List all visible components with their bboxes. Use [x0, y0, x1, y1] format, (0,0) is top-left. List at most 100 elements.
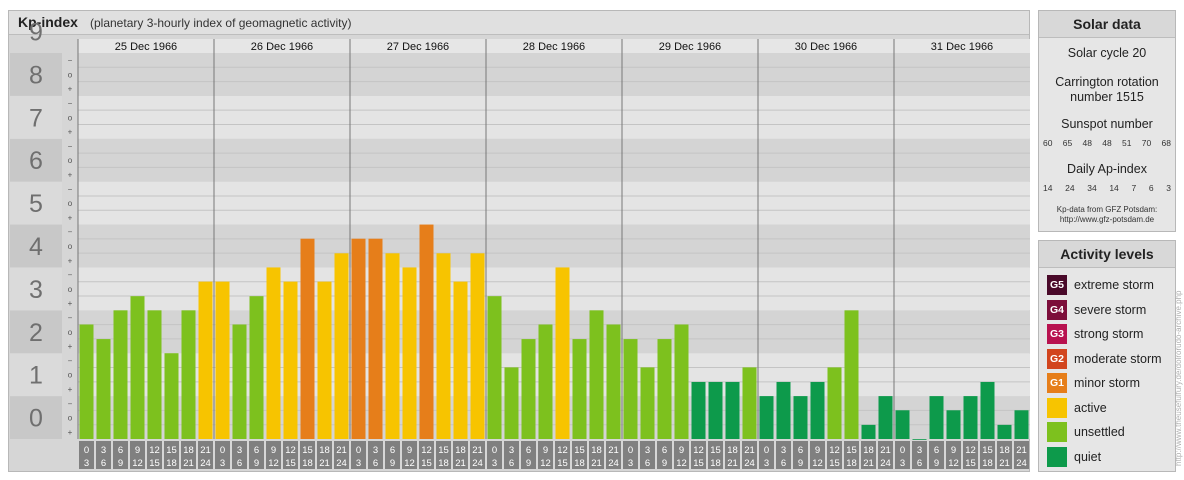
- hour-start-label: 6: [118, 445, 123, 456]
- hour-end-label: 15: [557, 458, 568, 469]
- y-minor-label: +: [68, 385, 73, 394]
- hour-start-label: 9: [407, 445, 412, 456]
- sunspot-value: 70: [1141, 138, 1152, 148]
- kp-bar: [436, 253, 451, 439]
- y-minor-label: −: [68, 99, 73, 108]
- hour-end-label: 12: [812, 458, 823, 469]
- hour-end-label: 12: [676, 458, 687, 469]
- hour-start-label: 18: [863, 445, 874, 456]
- hour-box: [402, 441, 417, 469]
- hour-start-label: 15: [166, 445, 177, 456]
- solar-data-panel: Solar data Solar cycle 20 Carrington rot…: [1038, 10, 1176, 232]
- hour-end-label: 18: [302, 458, 313, 469]
- hour-start-label: 6: [390, 445, 395, 456]
- hour-box: [470, 441, 485, 469]
- hour-box: [317, 441, 332, 469]
- y-minor-label: +: [68, 85, 73, 94]
- hour-start-label: 9: [271, 445, 276, 456]
- hour-end-label: 21: [591, 458, 602, 469]
- y-minor-label: −: [68, 313, 73, 322]
- sunspot-value: 68: [1161, 138, 1171, 148]
- hour-box: [198, 441, 213, 469]
- kp-band: [78, 95, 1030, 139]
- ap-value: 24: [1065, 183, 1075, 193]
- hour-box: [436, 441, 451, 469]
- carrington-rotation-number: number 1515: [1070, 90, 1144, 104]
- activity-levels-panel: Activity levels G5 extreme storm G4 severe …: [1038, 240, 1176, 472]
- hour-box: [249, 441, 264, 469]
- hour-end-label: 21: [727, 458, 738, 469]
- kp-bar: [300, 238, 315, 439]
- gfz-potsdam-link[interactable]: http://www.gfz-potsdam.de: [1059, 215, 1155, 224]
- kp-bar: [674, 324, 689, 439]
- kp-bar: [793, 396, 808, 439]
- chart-subtitle: (planetary 3-hourly index of geomagnetic…: [90, 16, 352, 30]
- hour-box: [164, 441, 179, 469]
- kp-bar: [402, 267, 417, 439]
- y-minor-label: o: [68, 199, 73, 208]
- activity-level-item: active: [1047, 397, 1107, 418]
- kp-bar: [470, 253, 485, 439]
- hour-end-label: 6: [509, 458, 514, 469]
- hour-end-label: 18: [846, 458, 857, 469]
- ap-value: 34: [1087, 183, 1097, 193]
- hour-end-label: 12: [540, 458, 551, 469]
- y-axis-label: 4: [29, 233, 43, 261]
- hour-box: [300, 441, 315, 469]
- y-minor-label: +: [68, 342, 73, 351]
- hour-start-label: 0: [356, 445, 361, 456]
- hour-end-label: 12: [404, 458, 415, 469]
- hour-box: [810, 441, 825, 469]
- activity-level-label: moderate storm: [1074, 351, 1162, 366]
- hour-box: [487, 441, 502, 469]
- kp-bar: [929, 396, 944, 439]
- hour-box: [368, 441, 383, 469]
- kp-bar: [810, 381, 825, 439]
- day-label: 29 Dec 1966: [659, 41, 721, 53]
- kp-bar: [249, 296, 264, 439]
- kp-bar: [623, 339, 638, 439]
- kp-bar: [368, 238, 383, 439]
- kp-bar: [79, 324, 94, 439]
- activity-level-swatch: [1047, 397, 1067, 418]
- kp-bar: [776, 381, 791, 439]
- hour-start-label: 3: [101, 445, 106, 456]
- hour-end-label: 9: [526, 458, 531, 469]
- y-minor-label: +: [68, 299, 73, 308]
- hour-end-label: 15: [149, 458, 160, 469]
- y-minor-label: o: [68, 156, 73, 165]
- hour-start-label: 18: [455, 445, 466, 456]
- day-label: 26 Dec 1966: [251, 41, 313, 53]
- hour-box: [283, 441, 298, 469]
- hour-start-label: 9: [135, 445, 140, 456]
- kp-bar: [504, 367, 519, 439]
- ap-value: 14: [1109, 183, 1119, 193]
- ap-value: 14: [1043, 183, 1053, 193]
- hour-start-label: 15: [982, 445, 993, 456]
- activity-level-swatch: [1047, 422, 1067, 442]
- kp-bar: [215, 281, 230, 439]
- hour-start-label: 3: [373, 445, 378, 456]
- hour-start-label: 0: [900, 445, 905, 456]
- activity-level-label: minor storm: [1074, 376, 1140, 390]
- hour-box: [725, 441, 740, 469]
- kp-bar: [334, 253, 349, 439]
- hour-end-label: 12: [948, 458, 959, 469]
- hour-box: [538, 441, 553, 469]
- hour-end-label: 21: [999, 458, 1010, 469]
- kp-bar: [912, 439, 927, 440]
- hour-start-label: 15: [710, 445, 721, 456]
- hour-start-label: 3: [645, 445, 650, 456]
- kp-bar: [538, 324, 553, 439]
- kp-bar: [827, 367, 842, 439]
- hour-end-label: 21: [183, 458, 194, 469]
- day-label: 30 Dec 1966: [795, 41, 857, 53]
- hour-start-label: 6: [934, 445, 939, 456]
- hour-box: [793, 441, 808, 469]
- kp-band: [78, 224, 1030, 268]
- hour-start-label: 0: [492, 445, 497, 456]
- y-minor-label: −: [68, 356, 73, 365]
- ap-value: 7: [1131, 183, 1137, 193]
- day-label-strip: [78, 39, 1030, 53]
- hour-start-label: 0: [220, 445, 225, 456]
